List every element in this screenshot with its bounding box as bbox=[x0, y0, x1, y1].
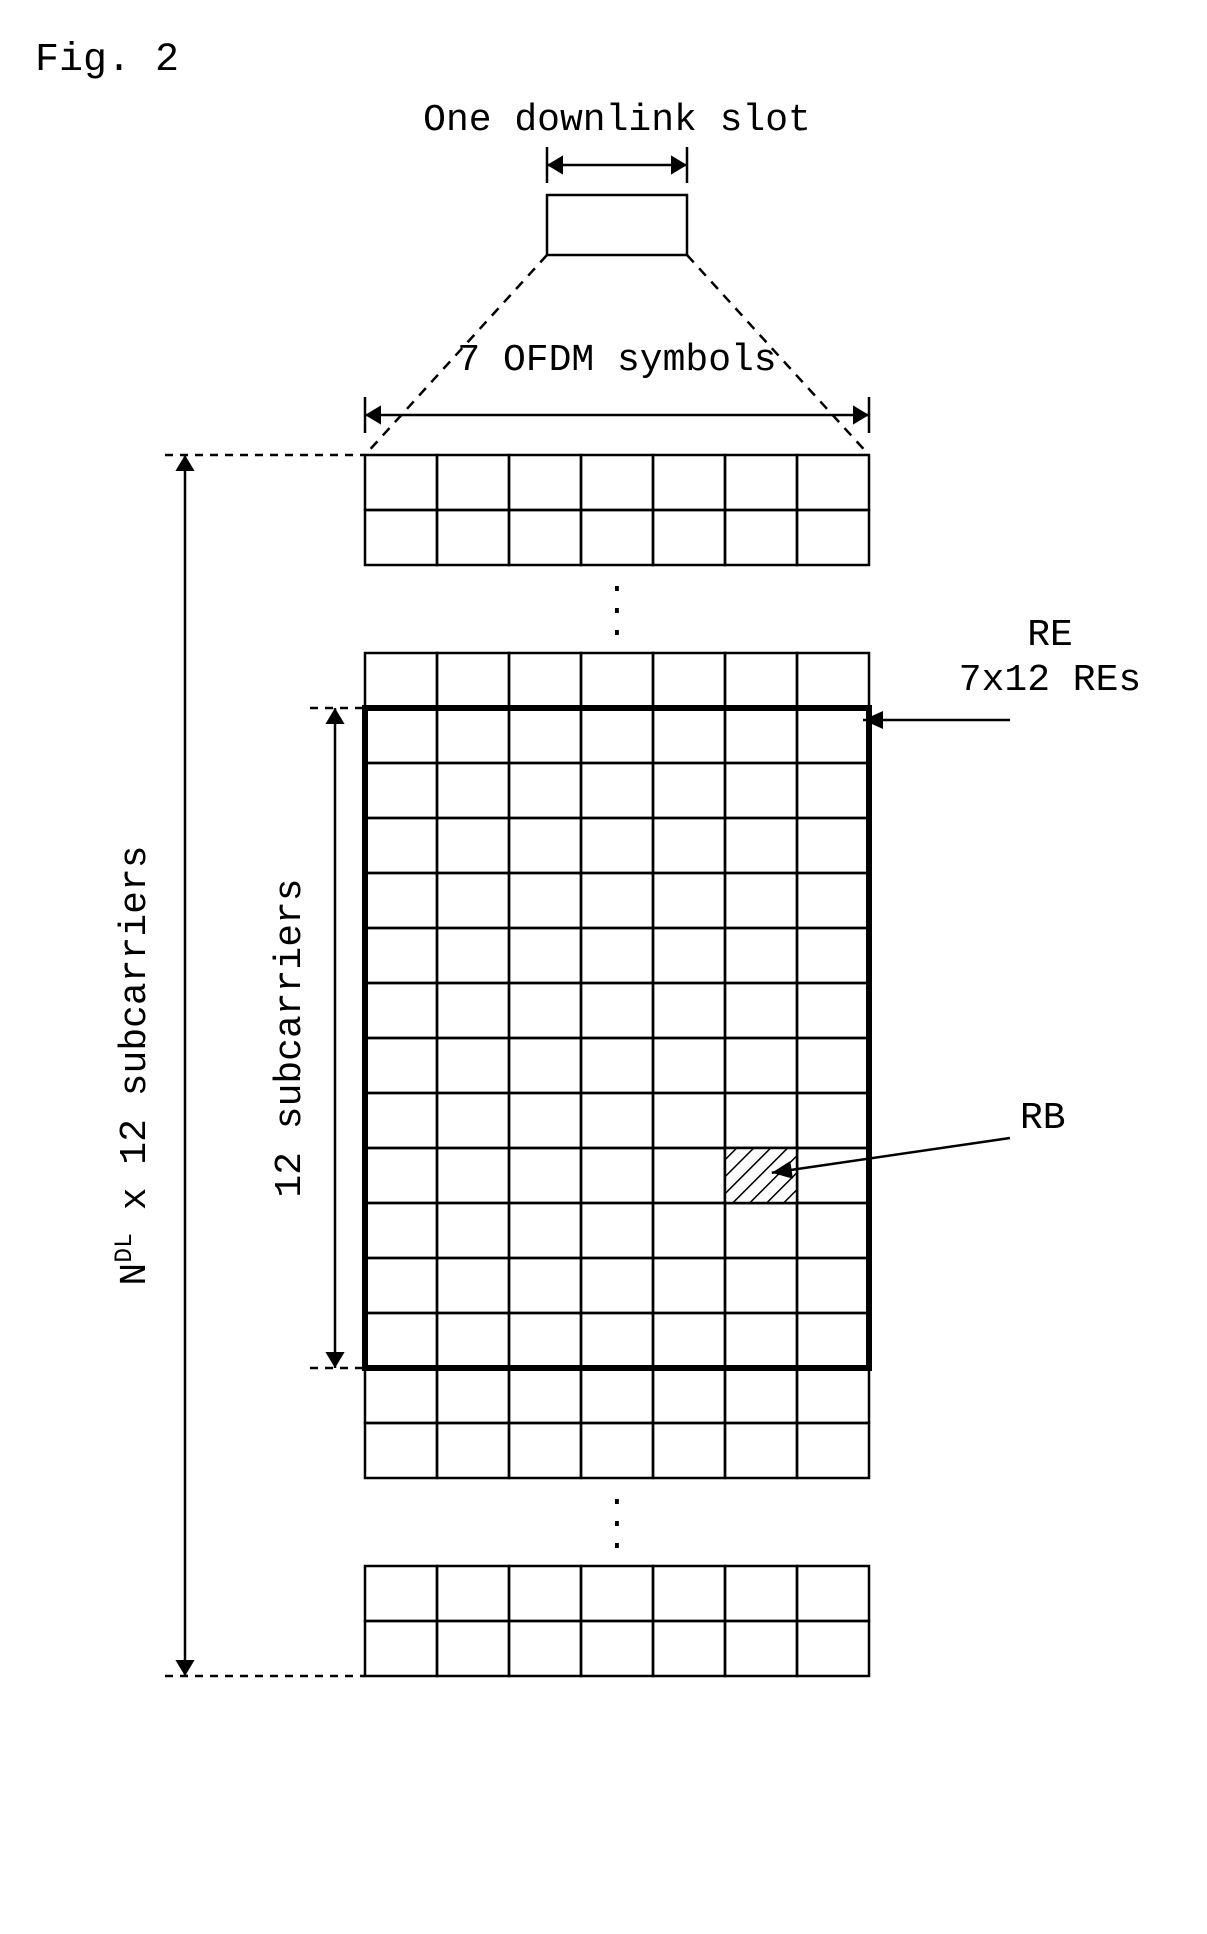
ofdm-symbols-label: 7 OFDM symbols bbox=[457, 339, 776, 382]
subcarriers-total-label: NDL x 12 subcarriers bbox=[111, 845, 157, 1285]
figure-caption: Fig. 2 bbox=[35, 38, 179, 83]
svg-text:NDL x 12 subcarriers: NDL x 12 subcarriers bbox=[111, 845, 157, 1285]
rb-label: RB bbox=[1020, 1097, 1066, 1140]
downlink-slot-label: One downlink slot bbox=[423, 99, 811, 142]
resource-grid-diagram: Fig. 2One downlink slot7 OFDM symbols...… bbox=[0, 0, 1207, 1934]
label: . bbox=[607, 608, 627, 646]
subcarriers-12-label: 12 subcarriers bbox=[269, 878, 312, 1197]
re-label: RE bbox=[1027, 614, 1073, 657]
label: . bbox=[607, 1521, 627, 1559]
re-count-label: 7x12 REs bbox=[959, 659, 1141, 702]
figure-page: Fig. 2One downlink slot7 OFDM symbols...… bbox=[0, 0, 1207, 1934]
